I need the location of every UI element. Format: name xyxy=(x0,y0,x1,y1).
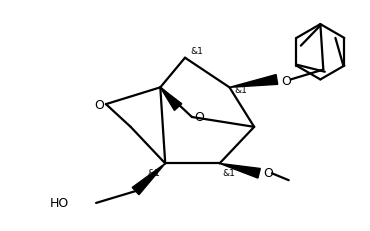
Polygon shape xyxy=(160,88,182,111)
Text: O: O xyxy=(263,166,273,179)
Polygon shape xyxy=(229,75,278,88)
Text: HO: HO xyxy=(50,197,70,210)
Text: &1: &1 xyxy=(190,46,203,55)
Text: O: O xyxy=(194,111,204,124)
Text: &1: &1 xyxy=(147,169,160,178)
Polygon shape xyxy=(132,164,165,195)
Text: O: O xyxy=(281,75,291,88)
Text: &1: &1 xyxy=(235,85,247,94)
Text: O: O xyxy=(94,98,104,111)
Text: &1: &1 xyxy=(222,169,235,178)
Polygon shape xyxy=(219,164,260,178)
